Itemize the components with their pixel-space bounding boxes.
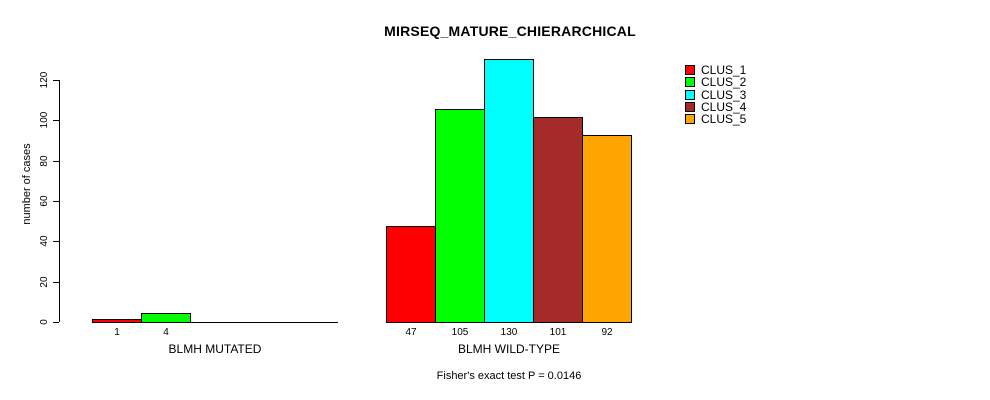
legend-swatch-clus_3 — [685, 90, 695, 100]
y-axis-tick-label: 100 — [39, 111, 50, 129]
bar-clus_4 — [533, 117, 583, 323]
legend-swatch-clus_2 — [685, 77, 695, 87]
y-axis-tick-label: 20 — [39, 276, 50, 288]
legend-label-clus_1: CLUS_1 — [701, 63, 747, 77]
legend-label-clus_2: CLUS_2 — [701, 75, 747, 89]
group-label-mutated: BLMH MUTATED — [168, 342, 262, 356]
bar-value-label: 4 — [163, 327, 169, 338]
bar-value-label: 130 — [500, 327, 518, 338]
y-axis-tick-label: 80 — [39, 155, 50, 167]
y-axis-tick — [53, 282, 59, 283]
group-label-wild-type: BLMH WILD-TYPE — [457, 342, 560, 356]
fisher-test-note: Fisher's exact test P = 0.0146 — [436, 370, 582, 382]
bar-value-label: 1 — [114, 327, 120, 338]
y-axis-tick-label: 60 — [39, 195, 50, 207]
legend-swatch-clus_1 — [685, 65, 695, 75]
y-axis-tick-label: 40 — [39, 235, 50, 247]
y-axis-tick — [53, 322, 59, 323]
legend-label-clus_4: CLUS_4 — [701, 100, 747, 114]
y-axis-tick-label: 120 — [39, 71, 50, 89]
y-axis-tick — [53, 241, 59, 242]
y-axis-tick — [53, 120, 59, 121]
group-baseline — [92, 322, 338, 323]
bar-clus_3 — [484, 59, 534, 323]
legend-label-clus_3: CLUS_3 — [701, 88, 747, 102]
bar-value-label: 92 — [601, 327, 613, 338]
legend-swatch-clus_4 — [685, 102, 695, 112]
y-axis-tick — [53, 80, 59, 81]
bar-clus_5 — [582, 135, 632, 323]
legend-label-clus_5: CLUS_5 — [701, 112, 747, 126]
y-axis-tick — [53, 161, 59, 162]
y-axis-tick — [53, 201, 59, 202]
y-axis-tick-label: 0 — [39, 319, 50, 325]
bar-clus_2 — [141, 313, 191, 323]
bar-clus_1 — [92, 319, 142, 323]
bar-value-label: 101 — [549, 327, 567, 338]
bar-clus_2 — [435, 109, 485, 323]
bar-value-label: 47 — [405, 327, 417, 338]
y-axis-label: number of cases — [21, 143, 33, 225]
bar-value-label: 105 — [451, 327, 469, 338]
y-axis-line — [59, 80, 60, 322]
bar-clus_1 — [386, 226, 436, 323]
legend-swatch-clus_5 — [685, 114, 695, 124]
chart-title: MIRSEQ_MATURE_CHIERARCHICAL — [384, 23, 636, 39]
